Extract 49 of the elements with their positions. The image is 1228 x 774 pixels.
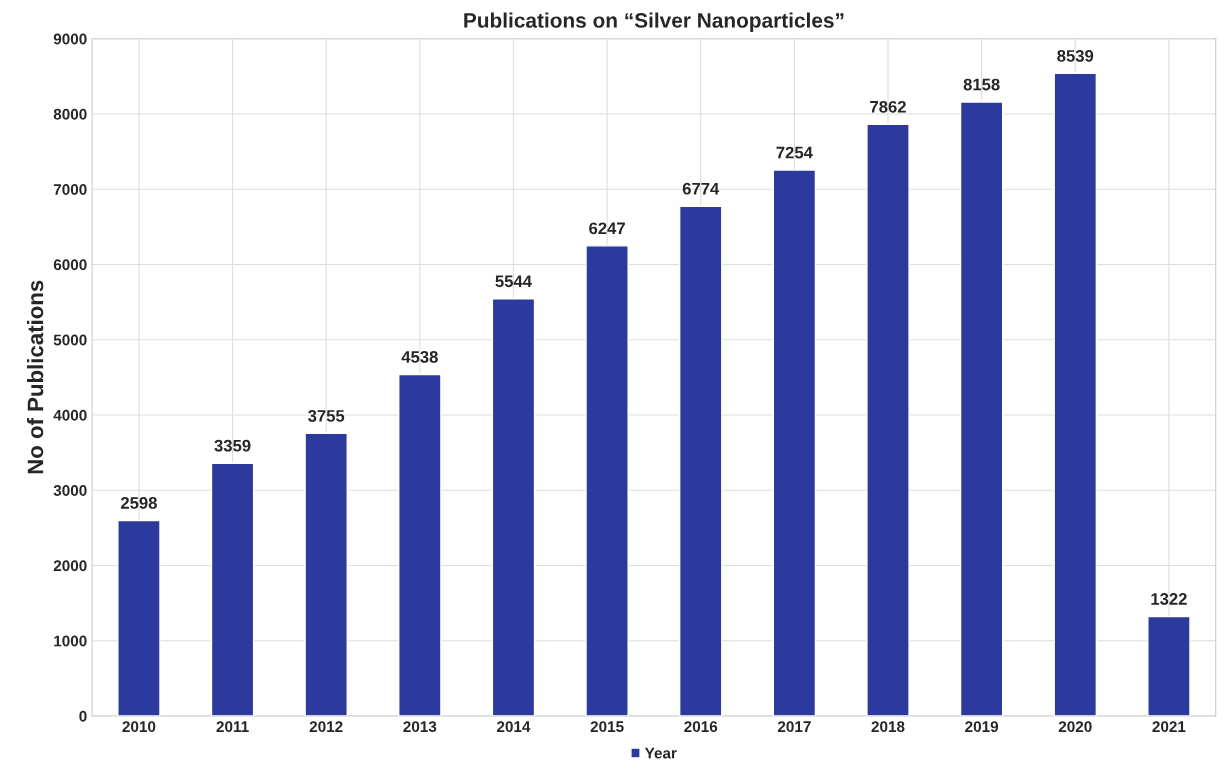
bar bbox=[398, 373, 442, 716]
bar bbox=[866, 123, 910, 716]
data-label: 8539 bbox=[1057, 49, 1094, 62]
data-label: 7254 bbox=[776, 146, 813, 159]
x-tick-label: 2017 bbox=[777, 721, 811, 733]
bar bbox=[304, 432, 348, 716]
x-tick-label: 2019 bbox=[965, 721, 999, 733]
data-label: 7862 bbox=[870, 100, 906, 113]
x-tick-label: 2020 bbox=[1058, 721, 1092, 733]
data-label: 6247 bbox=[589, 222, 625, 235]
x-tick-label: 2012 bbox=[309, 721, 343, 733]
y-tick-label: 2000 bbox=[53, 560, 87, 572]
data-label: 2598 bbox=[120, 497, 157, 509]
bar bbox=[959, 101, 1004, 716]
y-tick-label: 7000 bbox=[53, 184, 87, 195]
y-tick-label: 4000 bbox=[53, 409, 87, 421]
y-axis-title: No of Publications bbox=[26, 280, 44, 474]
data-label: 6774 bbox=[682, 182, 720, 195]
x-tick-label: 2021 bbox=[1152, 721, 1186, 733]
y-tick-label: 8000 bbox=[53, 108, 87, 120]
bar bbox=[117, 519, 161, 716]
y-tick-label: 9000 bbox=[53, 33, 87, 45]
bar bbox=[1053, 72, 1098, 716]
data-label: 4538 bbox=[401, 351, 438, 363]
bar bbox=[772, 169, 817, 716]
x-tick-label: 2015 bbox=[590, 721, 624, 733]
chart-title: Publications on “Silver Nanoparticles” bbox=[464, 12, 844, 32]
bar bbox=[491, 298, 536, 716]
x-tick-label: 2018 bbox=[871, 721, 905, 733]
data-label: 8158 bbox=[963, 78, 1000, 91]
x-tick-label: 2016 bbox=[684, 721, 718, 733]
y-tick-label: 3000 bbox=[53, 485, 87, 496]
legend-label: Year bbox=[644, 747, 677, 759]
bar bbox=[585, 245, 629, 716]
x-tick-label: 2014 bbox=[497, 721, 531, 733]
y-tick-label: 6000 bbox=[53, 259, 87, 271]
bar bbox=[210, 462, 255, 716]
y-tick-label: 1000 bbox=[54, 635, 87, 647]
x-tick-label: 2010 bbox=[122, 721, 156, 733]
data-label: 5544 bbox=[495, 275, 532, 288]
bar bbox=[1147, 615, 1191, 716]
y-tick-label: 0 bbox=[79, 710, 87, 722]
x-tick-label: 2013 bbox=[403, 721, 437, 733]
y-tick-label: 5000 bbox=[53, 334, 87, 346]
x-tick-label: 2011 bbox=[216, 721, 249, 733]
data-label: 3359 bbox=[214, 439, 251, 452]
data-label: 3755 bbox=[308, 409, 345, 422]
bar bbox=[678, 205, 723, 716]
data-label: 1322 bbox=[1151, 593, 1187, 605]
